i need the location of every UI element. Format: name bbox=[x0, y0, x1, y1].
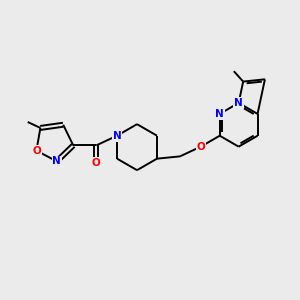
Text: O: O bbox=[32, 146, 41, 156]
Text: N: N bbox=[52, 156, 61, 167]
Text: N: N bbox=[113, 131, 122, 141]
Text: O: O bbox=[92, 158, 100, 168]
Text: N: N bbox=[234, 98, 243, 108]
Text: N: N bbox=[234, 98, 243, 108]
Text: N: N bbox=[215, 109, 224, 119]
Text: O: O bbox=[196, 142, 205, 152]
